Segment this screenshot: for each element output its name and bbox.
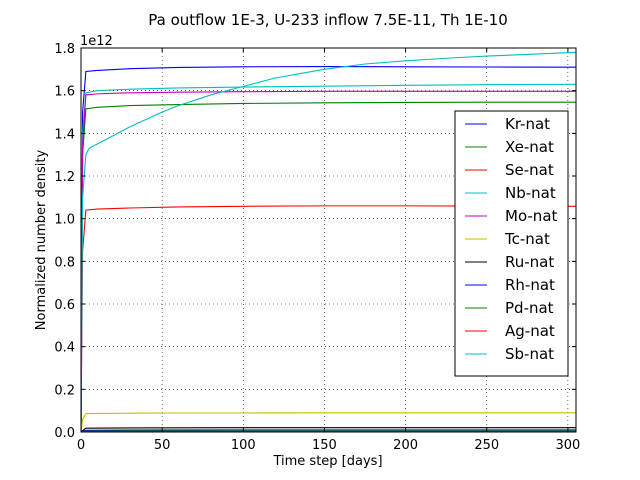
x-tick-label: 50 bbox=[154, 438, 171, 453]
y-tick-label: 1.2 bbox=[54, 170, 75, 185]
legend: Kr-nat Xe-nat Se-nat Nb-nat Mo-nat Tc-nat Ru-n… bbox=[454, 110, 569, 377]
y-tick-label: 1.4 bbox=[54, 127, 75, 142]
x-tick-label: 0 bbox=[77, 438, 85, 453]
series-line-se-nat bbox=[81, 205, 576, 432]
x-tick-label: 150 bbox=[312, 438, 337, 453]
legend-label: Tc-nat bbox=[504, 230, 550, 248]
legend-label: Rh-nat bbox=[505, 276, 555, 294]
series-line-sb-nat bbox=[81, 51, 576, 432]
legend-label: Nb-nat bbox=[505, 184, 556, 202]
chart-title: Pa outflow 1E-3, U-233 inflow 7.5E-11, T… bbox=[148, 11, 508, 29]
series-line-kr-nat bbox=[81, 66, 576, 432]
y-tick-label: 0.2 bbox=[54, 383, 75, 398]
legend-label: Xe-nat bbox=[505, 138, 554, 156]
y-tick-label: 1.0 bbox=[54, 213, 75, 228]
legend-label: Kr-nat bbox=[505, 115, 550, 133]
axis-ticks: 0 50 100 150 200 250 300 0.0 0.2 0.4 0.6 0.8 1.0 1.2 1… bbox=[54, 42, 580, 453]
plot-frame bbox=[80, 47, 577, 433]
y-tick-label: 0.6 bbox=[54, 298, 75, 313]
plot-lines bbox=[81, 51, 576, 432]
series-line-ru-nat bbox=[81, 427, 576, 432]
x-tick-label: 300 bbox=[555, 438, 580, 453]
y-tick-label: 0.8 bbox=[54, 255, 75, 270]
y-tick-label: 1.6 bbox=[54, 85, 75, 100]
legend-label: Ru-nat bbox=[505, 253, 554, 271]
legend-label: Sb-nat bbox=[505, 345, 554, 363]
legend-label: Mo-nat bbox=[505, 207, 558, 225]
y-tick-label: 0.4 bbox=[54, 341, 75, 356]
x-tick-label: 100 bbox=[231, 438, 256, 453]
y-tick-label: 0.0 bbox=[54, 426, 75, 441]
y-tick-label: 1.8 bbox=[54, 42, 75, 57]
x-axis-label: Time step [days] bbox=[272, 454, 382, 469]
x-tick-label: 250 bbox=[474, 438, 499, 453]
legend-label: Ag-nat bbox=[505, 322, 555, 340]
series-line-mo-nat bbox=[81, 90, 576, 432]
legend-label: Se-nat bbox=[505, 161, 554, 179]
series-line-tc-nat bbox=[81, 412, 576, 432]
series-line-xe-nat bbox=[81, 101, 576, 432]
legend-label: Pd-nat bbox=[505, 299, 554, 317]
series-line-rh-nat bbox=[81, 429, 576, 432]
y-axis-label: Normalized number density bbox=[34, 150, 49, 331]
x-tick-label: 200 bbox=[393, 438, 418, 453]
legend-box bbox=[454, 110, 569, 377]
y-axis-offset-label: 1e12 bbox=[80, 34, 113, 49]
